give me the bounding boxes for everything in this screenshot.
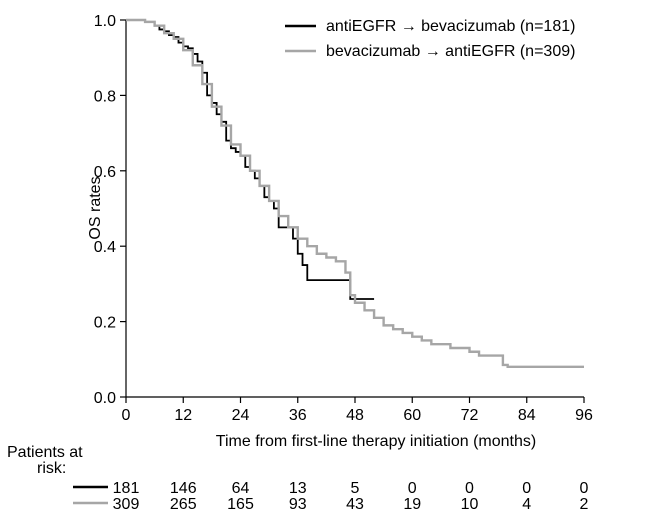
x-tick-label: 84 (518, 407, 536, 424)
risk-value: 146 (170, 480, 197, 497)
risk-value: 13 (289, 480, 307, 497)
legend: antiEGFR → bevacizumab (n=181) bevacizum… (285, 18, 575, 60)
y-tick-label: 0.2 (94, 315, 116, 332)
x-tick-label: 48 (346, 407, 364, 424)
risk-value: 2 (580, 496, 589, 513)
risk-value: 0 (408, 480, 417, 497)
x-tick-label: 24 (232, 407, 250, 424)
y-tick-label: 0.8 (94, 88, 116, 105)
y-axis-ticks: 0.0 0.2 0.4 0.6 0.8 1.0 (94, 13, 126, 407)
legend-label-series-2: bevacizumab → antiEGFR (n=309) (326, 43, 575, 60)
risk-values: 181 146 64 13 5 0 0 0 0 309 265 165 93 43 19 10 4 2 (113, 480, 589, 513)
x-tick-label: 96 (575, 407, 593, 424)
risk-value: 5 (351, 480, 360, 497)
risk-value: 165 (227, 496, 254, 513)
risk-table-title-line-2: risk: (37, 460, 66, 477)
risk-value: 43 (346, 496, 364, 513)
y-tick-label: 0.4 (94, 239, 116, 256)
x-tick-label: 60 (403, 407, 421, 424)
series-line-2 (126, 18, 584, 369)
legend-label-series-1: antiEGFR → bevacizumab (n=181) (326, 18, 575, 35)
series-lines (126, 18, 584, 369)
risk-value: 10 (461, 496, 479, 513)
risk-value: 309 (113, 496, 140, 513)
y-tick-label: 0.0 (94, 390, 116, 407)
x-axis-label: Time from first-line therapy initiation … (216, 433, 536, 450)
x-tick-label: 12 (174, 407, 192, 424)
risk-value: 64 (232, 480, 250, 497)
risk-value: 19 (403, 496, 421, 513)
risk-value: 0 (580, 480, 589, 497)
x-tick-label: 0 (122, 407, 131, 424)
y-tick-label: 0.6 (94, 164, 116, 181)
risk-value: 265 (170, 496, 197, 513)
x-axis-ticks: 0 12 24 36 48 60 72 84 96 (122, 397, 593, 424)
risk-value: 93 (289, 496, 307, 513)
risk-table-title-line-1: Patients at (7, 444, 83, 461)
y-tick-label: 1.0 (94, 13, 116, 30)
risk-value: 181 (113, 480, 140, 497)
series-line-1 (126, 19, 375, 300)
x-tick-label: 72 (461, 407, 479, 424)
risk-value: 0 (522, 480, 531, 497)
x-tick-label: 36 (289, 407, 307, 424)
plot-area: 0 12 24 36 48 60 72 84 96 0.0 0.2 0.4 0.6 0.8 1.0 (94, 13, 593, 424)
y-axis-label: OS rates (87, 176, 104, 239)
risk-value: 0 (465, 480, 474, 497)
risk-value: 4 (522, 496, 531, 513)
